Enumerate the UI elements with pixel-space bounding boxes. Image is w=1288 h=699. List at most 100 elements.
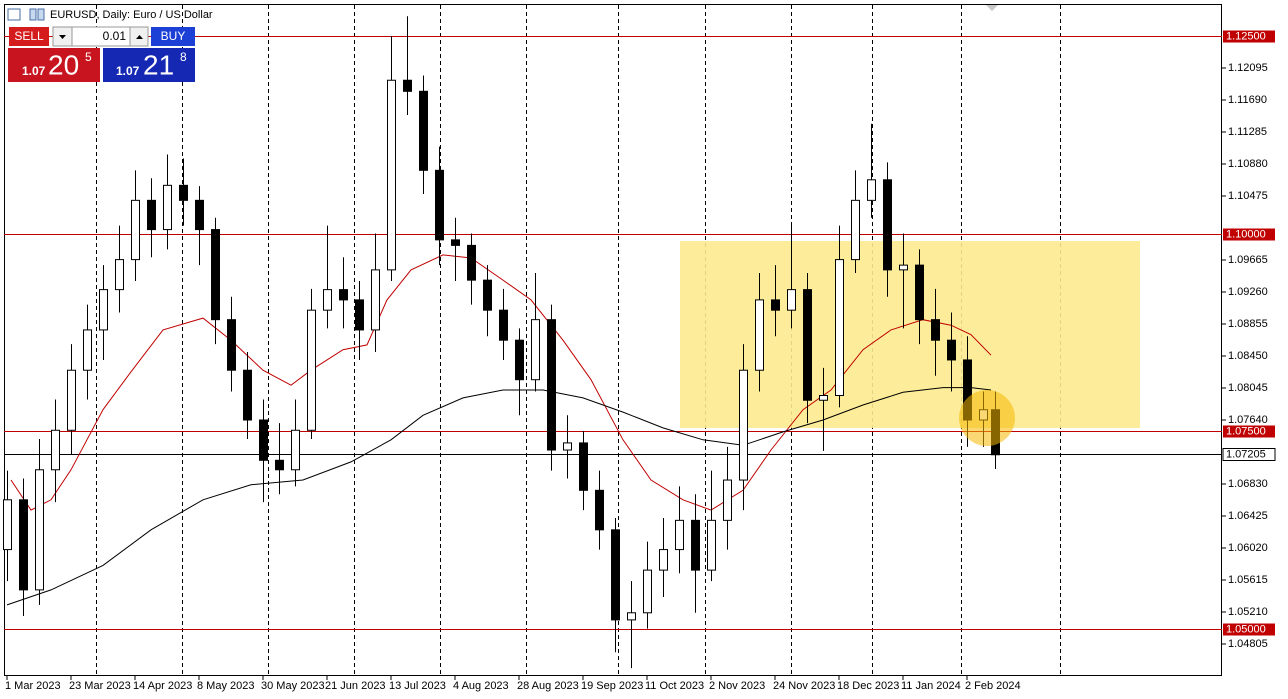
y-tick-label: 1.08855: [1228, 318, 1268, 330]
candle-body: [739, 369, 748, 481]
candle-body: [899, 264, 908, 271]
x-tick-label: 21 Jun 2023: [325, 680, 386, 692]
x-tick-label: 23 Mar 2023: [69, 680, 131, 692]
level-label-box: [1223, 623, 1275, 636]
candle-body: [675, 519, 684, 551]
candle-body: [371, 269, 380, 331]
down-arrow: [59, 35, 66, 39]
candle-body: [915, 264, 924, 321]
level-label: 1.05000: [1226, 623, 1266, 635]
candle-body: [771, 299, 780, 311]
candle-body: [227, 319, 236, 371]
x-tick-label: 24 Nov 2023: [773, 680, 835, 692]
candle-body: [291, 429, 300, 471]
ask-big: 1.07: [116, 64, 140, 78]
level-label: 1.10000: [1226, 228, 1266, 240]
candle-body: [659, 549, 668, 571]
candle-body: [51, 429, 60, 471]
window-title: EURUSD, Daily: Euro / US Dollar: [50, 9, 213, 21]
level-label: 1.07500: [1226, 425, 1266, 437]
buy-label[interactable]: BUY: [161, 29, 186, 43]
candle-body: [131, 199, 140, 261]
price-label-box: [1222, 448, 1276, 461]
x-tick-label: 19 Sep 2023: [581, 680, 643, 692]
candle-body: [99, 289, 108, 331]
x-tick-label: 14 Apr 2023: [133, 680, 192, 692]
bid-box[interactable]: [8, 48, 100, 82]
ask-small: 8: [180, 50, 187, 64]
candle-body: [307, 309, 316, 431]
buy-button[interactable]: [151, 27, 195, 46]
candle-body: [115, 259, 124, 291]
candle-body: [483, 279, 492, 311]
candle-body: [355, 299, 364, 331]
candle-body: [339, 289, 348, 301]
y-tick-label: 1.09665: [1228, 254, 1268, 266]
candle-body: [467, 244, 476, 281]
candle-body: [35, 469, 44, 591]
candle-body: [83, 329, 92, 371]
candle-body: [259, 419, 268, 461]
x-tick-label: 2 Feb 2024: [965, 680, 1021, 692]
y-tick-label: 1.05210: [1228, 606, 1268, 618]
plot-frame: [4, 4, 1222, 676]
candle-body: [195, 199, 204, 231]
candle-body: [387, 79, 396, 271]
y-tick-label: 1.12095: [1228, 62, 1268, 74]
sell-label[interactable]: SELL: [14, 29, 44, 43]
volume-value[interactable]: 0.01: [103, 29, 127, 43]
price-label: 1.07205: [1226, 448, 1266, 460]
y-tick-label: 1.05615: [1228, 574, 1268, 586]
ask-box[interactable]: [103, 48, 195, 82]
moving-average: [6, 387, 992, 606]
ask-main: 21: [143, 49, 174, 80]
y-tick-label: 1.06830: [1228, 478, 1268, 490]
y-tick-label: 1.06425: [1228, 510, 1268, 522]
x-tick-label: 11 Jan 2024: [901, 680, 961, 692]
x-tick-label: 11 Oct 2023: [645, 680, 704, 692]
candle-body: [403, 79, 412, 92]
y-tick-label: 1.07640: [1228, 414, 1268, 426]
candle-body: [419, 90, 428, 171]
y-tick-label: 1.06020: [1228, 542, 1268, 554]
shift-marker: [986, 5, 998, 11]
candle-body: [883, 179, 892, 271]
candle-body: [579, 442, 588, 491]
candle-body: [819, 395, 828, 401]
candle-body: [947, 339, 956, 361]
x-tick-label: 2 Nov 2023: [709, 680, 765, 692]
candle-body: [851, 199, 860, 261]
y-tick-label: 1.04805: [1228, 638, 1268, 650]
bid-small: 5: [85, 50, 92, 64]
candle-body: [547, 319, 556, 451]
chart-icon[interactable]: [29, 8, 37, 21]
x-tick-label: 8 May 2023: [197, 680, 254, 692]
candle-body: [323, 289, 332, 311]
level-label: 1.12500: [1226, 30, 1266, 42]
candle-body: [275, 459, 284, 471]
candle-body: [835, 259, 844, 397]
bid-big: 1.07: [22, 64, 46, 78]
sell-button[interactable]: [9, 27, 49, 46]
x-tick-label: 28 Aug 2023: [517, 680, 579, 692]
menu-icon[interactable]: [7, 8, 21, 21]
candle-body: [867, 179, 876, 201]
x-tick-label: 30 May 2023: [261, 680, 325, 692]
chart-icon[interactable]: [37, 8, 45, 21]
level-label-box: [1223, 425, 1275, 438]
candle-body: [611, 529, 620, 621]
candle-body: [163, 184, 172, 231]
candle-body: [19, 499, 28, 591]
highlight-circle: [959, 390, 1015, 446]
candle-body: [755, 299, 764, 371]
candle-body: [3, 499, 12, 551]
bid-main: 20: [48, 49, 79, 80]
candle-body: [435, 169, 444, 241]
y-tick-label: 1.09260: [1228, 286, 1268, 298]
candle-body: [931, 319, 940, 341]
candle-body: [627, 612, 636, 621]
highlight-zone: [680, 241, 1140, 428]
candle-body: [451, 239, 460, 246]
